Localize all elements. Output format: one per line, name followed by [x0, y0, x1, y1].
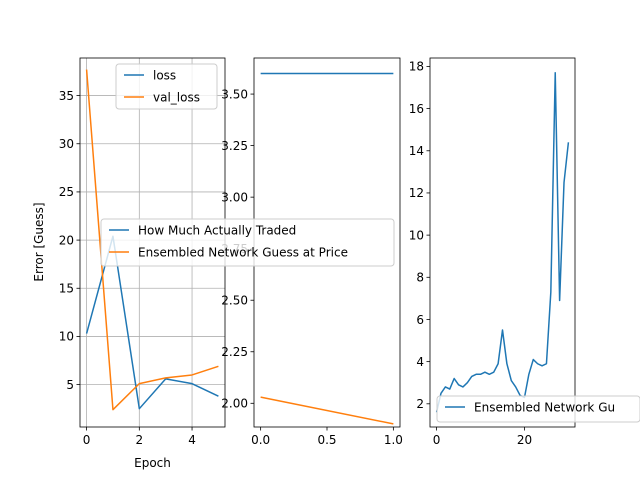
legend-label-2: val_loss: [153, 90, 200, 104]
y-tick-label: 18: [409, 60, 424, 74]
y-tick-label: 25: [59, 185, 74, 199]
legend-label-1: Ensembled Network Gu: [474, 400, 615, 414]
y-axis-label: Error [Guess]: [32, 202, 46, 281]
y-tick-label: 3.50: [221, 87, 248, 101]
legend: loss val_loss: [115, 63, 218, 110]
legend-label-1: loss: [153, 68, 176, 82]
axes-frame: [429, 57, 576, 428]
y-tick-label: 20: [59, 233, 74, 247]
series-line-2: [85, 69, 219, 411]
y-tick-label: 3.25: [221, 139, 248, 153]
x-axis-label: Epoch: [134, 456, 171, 470]
y-tick-label: 15: [59, 282, 74, 296]
x-tick-label: 4: [188, 433, 196, 447]
x-tick-label: 20: [517, 433, 532, 447]
guess-panel: 0 20 2 4 6 8 10 12 14 16 18 Ensembled Network Gu: [409, 57, 640, 447]
x-tick-label: 1.0: [384, 433, 403, 447]
y-tick-label: 10: [59, 330, 74, 344]
y-tick-label: 2: [416, 397, 424, 411]
series-line-1: [435, 72, 570, 413]
y-tick-label: 2.50: [221, 294, 248, 308]
y-tick-label: 2.25: [221, 345, 248, 359]
x-tick-label: 0: [433, 433, 441, 447]
y-tick-label: 16: [409, 102, 424, 116]
x-tick-label: 2: [135, 433, 143, 447]
y-tick-label: 3.00: [221, 190, 248, 204]
legend-label-1: How Much Actually Traded: [138, 223, 296, 237]
legend-box: [100, 218, 395, 267]
y-tick-label: 12: [409, 186, 424, 200]
y-tick-label: 2.00: [221, 397, 248, 411]
y-tick-label: 30: [59, 137, 74, 151]
x-tick-label: 0: [83, 433, 91, 447]
y-tick-label: 5: [66, 378, 74, 392]
traded-panel: 0.00.51.02.002.252.502.753.003.253.50How…: [100, 57, 403, 447]
y-tick-label: 35: [59, 89, 74, 103]
series-line-2: [260, 396, 394, 425]
y-tick-label: 10: [409, 228, 424, 242]
x-tick-label: 0.0: [251, 433, 270, 447]
loss-panel: 0 2 4 5 10 15 20 25 30 35 loss val_loss: [59, 57, 226, 447]
x-tick-label: 0.5: [317, 433, 336, 447]
y-tick-label: 6: [416, 313, 424, 327]
y-tick-label: 8: [416, 271, 424, 285]
legend-label-2: Ensembled Network Guess at Price: [138, 245, 348, 259]
legend: Ensembled Network Gu: [436, 395, 640, 423]
legend-box: [436, 395, 640, 423]
y-tick-label: 4: [416, 355, 424, 369]
y-tick-label: 14: [409, 144, 424, 158]
legend: How Much Actually Traded Ensembled Networ…: [100, 218, 395, 267]
